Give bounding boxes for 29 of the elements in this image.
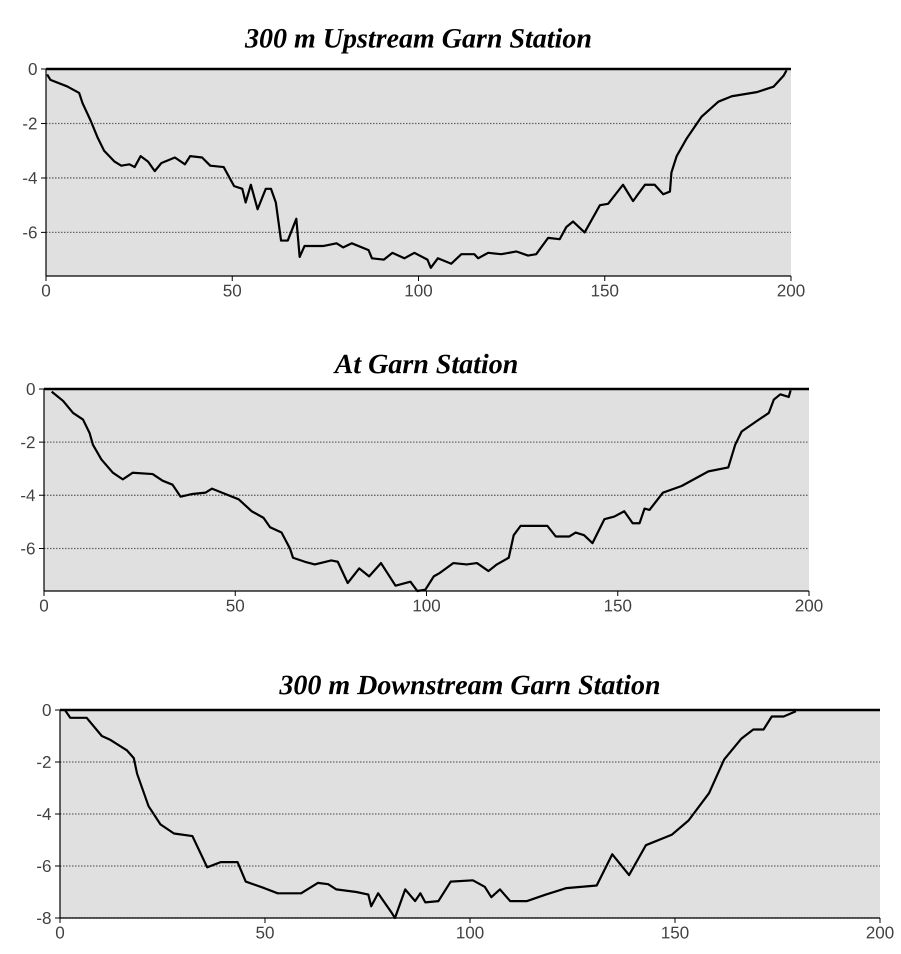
y-tick-label: -6 <box>37 860 51 872</box>
x-tick-label: 50 <box>256 926 274 939</box>
y-tick-label: -4 <box>37 808 51 820</box>
y-tick-label: -2 <box>37 756 51 768</box>
y-tick-label: 0 <box>26 382 35 396</box>
x-tick-label: 150 <box>604 600 632 612</box>
y-tick-label: -2 <box>21 436 35 448</box>
y-tick-label: -6 <box>23 226 37 238</box>
x-tick-label: 100 <box>457 926 484 939</box>
x-tick-label: 150 <box>662 926 689 939</box>
x-tick-label: 50 <box>223 284 242 297</box>
x-tick-label: 200 <box>796 600 823 612</box>
y-tick-label: -2 <box>23 118 37 130</box>
y-tick-label: -6 <box>21 542 35 554</box>
x-tick-label: 100 <box>406 284 432 297</box>
x-tick-label: 0 <box>56 926 64 939</box>
x-tick-label: 150 <box>592 284 618 297</box>
chart-title: At Garn Station <box>333 354 517 374</box>
chart-title: 300 m Upstream Garn Station <box>244 28 591 54</box>
chart-title: 300 m Downstream Garn Station <box>279 674 660 694</box>
y-tick-label: -4 <box>23 172 37 184</box>
y-tick-label: 0 <box>42 704 51 716</box>
y-tick-label: -4 <box>21 489 35 502</box>
x-tick-label: 50 <box>226 600 244 612</box>
x-tick-label: 100 <box>414 600 440 612</box>
y-tick-label: 0 <box>28 62 37 76</box>
x-tick-label: 200 <box>866 926 894 939</box>
x-tick-label: 200 <box>778 284 805 297</box>
y-tick-label: -8 <box>37 912 51 924</box>
